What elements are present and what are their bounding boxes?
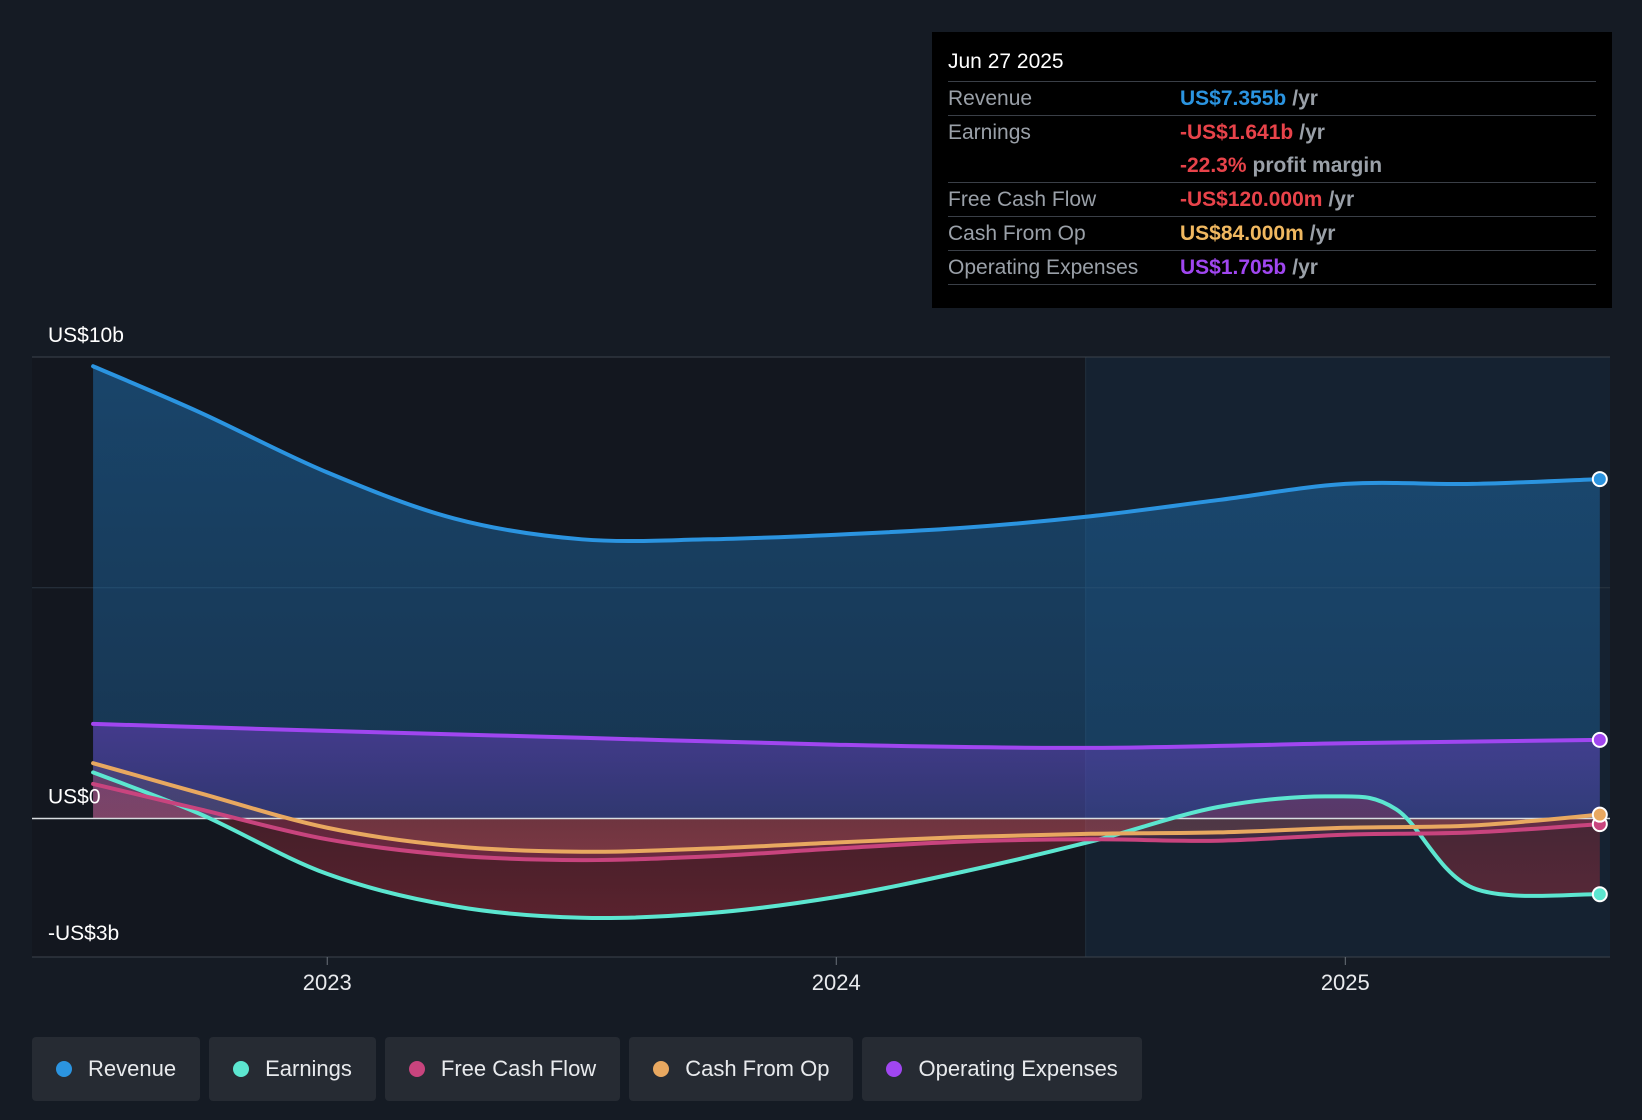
tooltip-value: US$7.355b: [1180, 87, 1287, 110]
endpoint-cash-from-op: [1591, 806, 1608, 823]
series-line-cash-from-op: [91, 761, 1602, 854]
endpoint-earnings: [1591, 886, 1608, 903]
tooltip-unit: /yr: [1292, 87, 1318, 110]
tooltip-date: Jun 27 2025: [948, 46, 1596, 82]
x-tick-label: 2024: [812, 970, 861, 995]
endpoint-operating-expenses: [1591, 731, 1608, 748]
tooltip-unit: /yr: [1299, 121, 1325, 144]
legend-label: Cash From Op: [685, 1056, 830, 1081]
tooltip-value: US$84.000m: [1180, 222, 1304, 245]
tooltip-label: [948, 149, 1180, 182]
legend-label: Operating Expenses: [918, 1056, 1118, 1081]
legend-label: Earnings: [265, 1056, 352, 1081]
area-revenue: [93, 366, 1600, 819]
tooltip-value: -US$120.000m: [1180, 188, 1323, 211]
tooltip-label: Earnings: [948, 121, 1031, 144]
tooltip-unit: /yr: [1309, 222, 1336, 245]
tooltip-unit: /yr: [1328, 188, 1355, 211]
x-tick-label: 2023: [303, 970, 352, 995]
tooltip-unit: /yr: [1292, 256, 1318, 279]
tooltip-row-revenue: Revenue US$7.355b /yr: [948, 82, 1596, 116]
series-line-earnings: [91, 770, 1602, 921]
legend-dot-icon: [886, 1061, 903, 1077]
legend-label: Revenue: [88, 1056, 177, 1081]
tooltip-value: -US$1.641b: [1180, 121, 1294, 144]
y-axis-label: US$0: [48, 786, 101, 809]
tooltip-row-profit-margin: -22.3% profit margin: [948, 149, 1596, 183]
x-tick-label: 2025: [1321, 970, 1370, 995]
legend-item-free-cash-flow[interactable]: Free Cash Flow: [384, 1037, 621, 1101]
tooltip-label: Revenue: [948, 87, 1033, 110]
tooltip-value: US$1.705b: [1180, 256, 1287, 279]
area-cash-from-op: [93, 763, 1600, 852]
legend-dot-icon: [408, 1061, 425, 1077]
tooltip-row-cash-from-op: Cash From Op US$84.000m /yr: [948, 217, 1596, 251]
y-axis-label: US$10b: [48, 324, 124, 347]
series-line-revenue: [91, 364, 1602, 544]
tooltip-row-operating-expenses: Operating Expenses US$1.705b /yr: [948, 251, 1596, 285]
tooltip-label: Cash From Op: [948, 222, 1086, 245]
endpoint-revenue: [1591, 471, 1608, 488]
legend-dot-icon: [653, 1061, 670, 1077]
tooltip-label: Operating Expenses: [948, 256, 1139, 279]
legend-item-earnings[interactable]: Earnings: [209, 1037, 376, 1101]
legend-item-revenue[interactable]: Revenue: [32, 1037, 201, 1101]
tooltip-label: Free Cash Flow: [948, 188, 1097, 211]
series-line-operating-expenses: [91, 721, 1602, 750]
tooltip-row-free-cash-flow: Free Cash Flow -US$120.000m /yr: [948, 183, 1596, 217]
legend-dot-icon: [56, 1061, 72, 1077]
series-line-free-cash-flow: [91, 781, 1602, 863]
tooltip: Jun 27 2025 Revenue US$7.355b /yr Earnin…: [932, 32, 1612, 308]
legend-dot-icon: [233, 1061, 250, 1077]
legend-item-cash-from-op[interactable]: Cash From Op: [629, 1037, 854, 1101]
legend-label: Free Cash Flow: [440, 1056, 597, 1081]
tooltip-value: -22.3%: [1180, 154, 1247, 177]
tooltip-row-earnings: Earnings -US$1.641b /yr: [948, 116, 1596, 149]
legend: Revenue Earnings Free Cash Flow Cash Fro…: [32, 1037, 1151, 1101]
tooltip-unit: profit margin: [1252, 154, 1383, 177]
legend-item-operating-expenses[interactable]: Operating Expenses: [862, 1037, 1142, 1101]
y-axis-label: -US$3b: [48, 922, 119, 945]
